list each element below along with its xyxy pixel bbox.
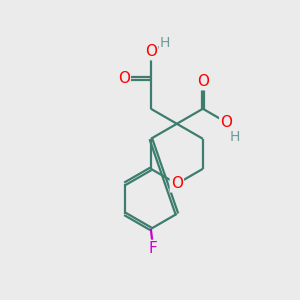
Text: O: O — [171, 176, 183, 191]
Text: O: O — [197, 74, 209, 89]
Text: O: O — [145, 44, 157, 59]
Text: H: H — [160, 36, 170, 50]
Text: O: O — [118, 71, 130, 86]
Text: F: F — [149, 241, 158, 256]
Text: H: H — [229, 130, 240, 144]
Text: O: O — [220, 115, 232, 130]
